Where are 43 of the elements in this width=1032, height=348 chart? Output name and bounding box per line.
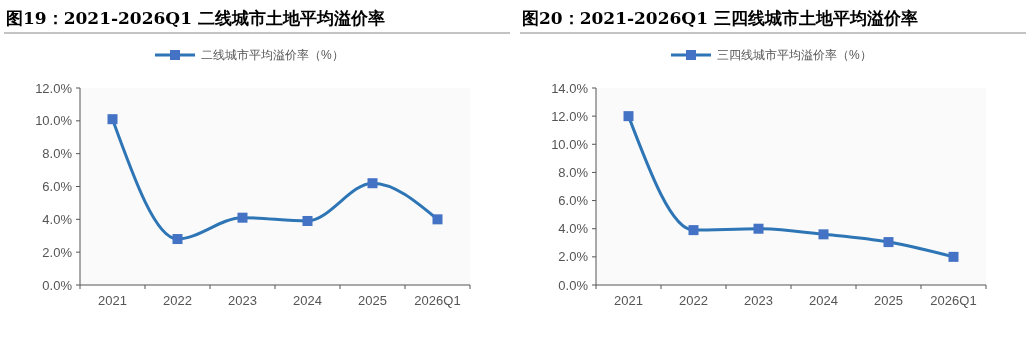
x-tick-label: 2021 xyxy=(98,293,127,308)
y-tick-label: 2.0% xyxy=(558,249,589,265)
x-tick-label: 2024 xyxy=(293,293,322,308)
point xyxy=(753,223,764,234)
point xyxy=(302,215,313,226)
x-tick-label: 2023 xyxy=(744,293,773,308)
y-tick-label: 6.0% xyxy=(42,179,73,195)
y-tick-label: 6.0% xyxy=(558,193,589,209)
x-tick-label: 2025 xyxy=(874,293,903,308)
chart-title: 图19：2021-2026Q1 二线城市土地平均溢价率 xyxy=(6,8,385,28)
y-tick-label: 4.0% xyxy=(42,211,73,227)
x-tick-label: 2023 xyxy=(228,293,257,308)
x-tick-label: 2022 xyxy=(163,293,192,308)
point xyxy=(623,111,634,122)
point xyxy=(948,251,959,262)
x-tick-label: 2026Q1 xyxy=(414,293,461,308)
x-tick-label: 2024 xyxy=(809,293,838,308)
y-tick-label: 0.0% xyxy=(42,277,73,293)
x-tick-label: 2022 xyxy=(679,293,708,308)
x-tick-label: 2026Q1 xyxy=(930,293,977,308)
point xyxy=(367,178,378,189)
chart-title: 图20：2021-2026Q1 三四线城市土地平均溢价率 xyxy=(522,8,918,28)
y-tick-label: 0.0% xyxy=(558,277,589,293)
y-tick-label: 12.0% xyxy=(35,80,73,96)
y-tick-label: 4.0% xyxy=(558,221,589,237)
x-tick-label: 2021 xyxy=(614,293,643,308)
y-tick-label: 12.0% xyxy=(551,108,589,124)
y-tick-label: 10.0% xyxy=(551,136,589,152)
legend-label: 三四线城市平均溢价率（%） xyxy=(717,48,872,63)
y-tick-label: 2.0% xyxy=(42,244,73,260)
point xyxy=(432,214,443,225)
point xyxy=(818,229,829,240)
legend-label: 二线城市平均溢价率（%） xyxy=(201,48,344,63)
y-tick-label: 8.0% xyxy=(558,164,589,180)
point xyxy=(107,114,118,125)
y-tick-label: 10.0% xyxy=(35,113,73,129)
point xyxy=(237,212,248,223)
x-tick-label: 2025 xyxy=(358,293,387,308)
point xyxy=(883,237,894,248)
y-tick-label: 14.0% xyxy=(551,80,589,96)
point xyxy=(172,234,183,245)
y-tick-label: 8.0% xyxy=(42,146,73,162)
point xyxy=(688,225,699,236)
